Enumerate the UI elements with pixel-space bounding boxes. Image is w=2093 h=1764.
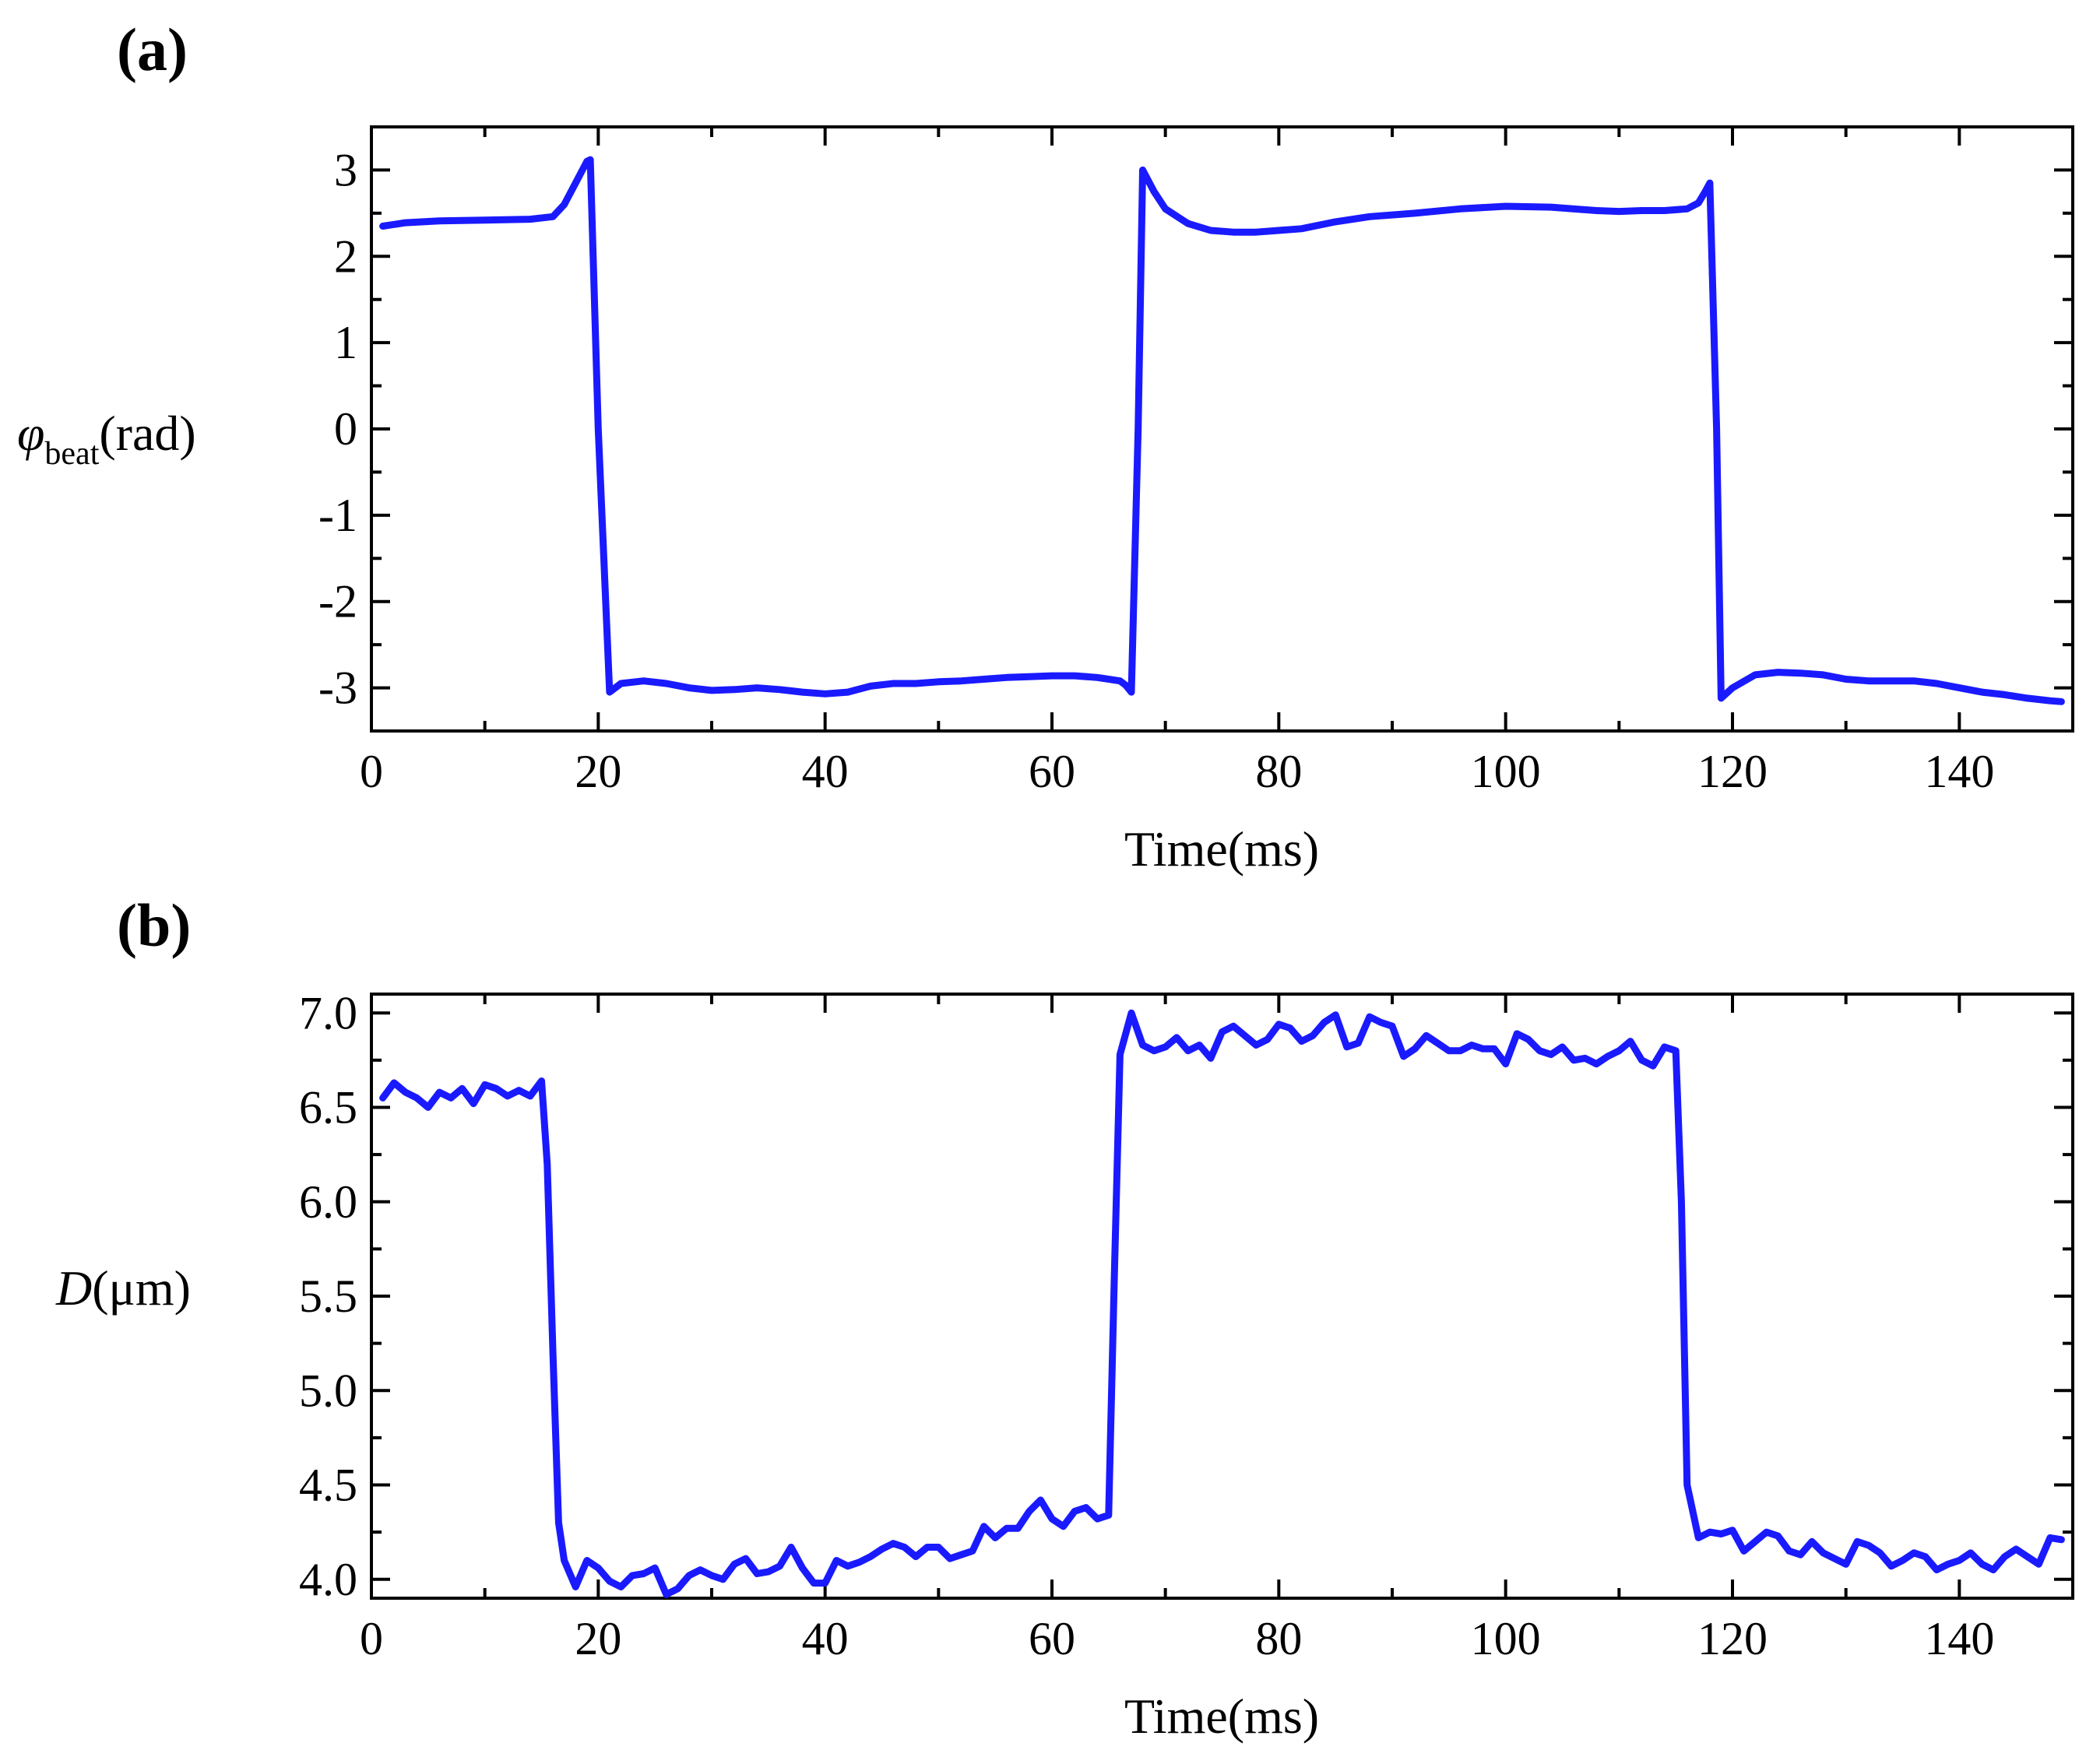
y-tick-labels-b: 7.0 6.5 6.0 5.5 5.0 4.5 4.0 bbox=[299, 987, 357, 1605]
y-tick-label: -3 bbox=[318, 662, 357, 714]
x-ticks-a bbox=[370, 127, 1961, 731]
y-tick-label: 6.5 bbox=[299, 1082, 357, 1133]
x-tick-label: 40 bbox=[802, 746, 849, 797]
y-tick-label: 7.0 bbox=[299, 987, 357, 1038]
y-axis-symbol-a: φ bbox=[17, 406, 44, 461]
x-tick-label: 40 bbox=[802, 1613, 849, 1664]
y-tick-label: -2 bbox=[318, 576, 357, 627]
x-tick-label: 140 bbox=[1924, 1613, 1994, 1664]
x-tick-label: 60 bbox=[1029, 746, 1075, 797]
plot-frame-a bbox=[370, 125, 2074, 733]
x-tick-label: 100 bbox=[1471, 1613, 1541, 1664]
y-ticks-b bbox=[371, 1011, 2073, 1581]
y-tick-labels-a: 3 2 1 0 -1 -2 -3 bbox=[318, 144, 357, 713]
y-tick-label: 2 bbox=[334, 230, 357, 282]
x-tick-labels-a: 0 20 40 60 80 100 120 140 bbox=[360, 746, 1994, 797]
x-tick-label: 0 bbox=[360, 746, 383, 797]
y-axis-title-a: φbeat(rad) bbox=[17, 406, 196, 472]
x-ticks-b bbox=[370, 994, 1961, 1598]
panel-label-a: (a) bbox=[117, 16, 188, 83]
y-axis-title-b: D(μm) bbox=[55, 1260, 191, 1316]
y-tick-label: 5.0 bbox=[299, 1365, 357, 1416]
y-tick-label: 4.5 bbox=[299, 1460, 357, 1511]
y-axis-subscript-a: beat bbox=[44, 436, 99, 472]
x-tick-label: 80 bbox=[1255, 746, 1302, 797]
y-tick-label: 1 bbox=[334, 317, 357, 368]
y-tick-label: -1 bbox=[318, 490, 357, 541]
x-tick-label: 120 bbox=[1697, 746, 1768, 797]
x-tick-label: 60 bbox=[1029, 1613, 1075, 1664]
x-axis-title-a: Time(ms) bbox=[1124, 821, 1319, 877]
x-tick-label: 80 bbox=[1255, 1613, 1302, 1664]
y-tick-label: 0 bbox=[334, 403, 357, 455]
panel-b: (b) 0 20 40 60 80 100 120 140 7.0 6.5 6.0 5.5 5.0 4.… bbox=[55, 891, 2074, 1744]
y-tick-label: 6.0 bbox=[299, 1176, 357, 1228]
panel-a: (a) 0 20 40 60 80 100 120 140 3 2 1 0 -1 -2 -3 Time(m… bbox=[17, 16, 2074, 877]
x-tick-labels-b: 0 20 40 60 80 100 120 140 bbox=[360, 1613, 1994, 1664]
y-axis-unit-a: (rad) bbox=[99, 406, 195, 461]
y-tick-label: 4.0 bbox=[299, 1554, 357, 1605]
x-tick-label: 0 bbox=[360, 1613, 383, 1664]
y-axis-symbol-b: D bbox=[55, 1260, 92, 1316]
y-ticks-a bbox=[371, 168, 2073, 690]
x-tick-label: 20 bbox=[575, 1613, 621, 1664]
y-tick-label: 5.5 bbox=[299, 1270, 357, 1322]
plot-frame-b bbox=[370, 993, 2074, 1600]
x-axis-title-b: Time(ms) bbox=[1124, 1688, 1319, 1744]
panel-label-b: (b) bbox=[117, 891, 191, 959]
x-tick-label: 20 bbox=[575, 746, 621, 797]
series-line-d bbox=[379, 1009, 2065, 1598]
x-tick-label: 140 bbox=[1924, 746, 1994, 797]
x-tick-label: 120 bbox=[1697, 1613, 1768, 1664]
x-tick-label: 100 bbox=[1471, 746, 1541, 797]
y-axis-unit-b: (μm) bbox=[92, 1260, 191, 1316]
series-line-phi-beat bbox=[379, 156, 2065, 705]
y-tick-label: 3 bbox=[334, 144, 357, 195]
